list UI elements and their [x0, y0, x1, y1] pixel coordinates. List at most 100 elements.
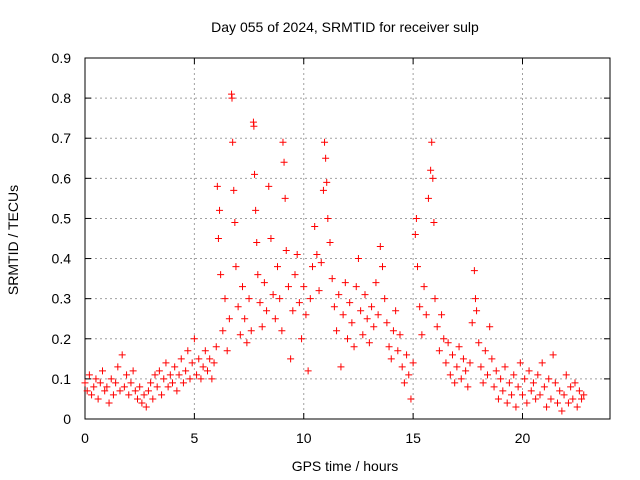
data-point — [523, 399, 531, 407]
data-point — [322, 154, 330, 162]
data-point — [350, 343, 358, 351]
data-point — [96, 379, 104, 387]
data-point — [481, 347, 489, 355]
data-point — [228, 94, 236, 102]
data-point — [195, 355, 203, 363]
data-point — [558, 407, 566, 415]
data-point — [470, 267, 478, 275]
data-point — [265, 182, 273, 190]
data-point — [484, 371, 491, 379]
y-axis: 0 0.1 0.2 0.3 0.4 0.5 0.6 0.7 0.8 0.9 — [52, 50, 610, 427]
data-point — [166, 371, 174, 379]
data-point — [330, 303, 338, 311]
y-tick-label: 0.7 — [52, 130, 72, 146]
y-tick-label: 0.3 — [52, 291, 72, 307]
data-point — [420, 283, 428, 291]
data-point — [368, 303, 376, 311]
data-point — [213, 182, 221, 190]
data-point — [239, 283, 246, 291]
chart-title: Day 055 of 2024, SRMTID for receiver sul… — [211, 19, 479, 35]
data-point — [471, 295, 479, 303]
y-tick-label: 0.8 — [52, 90, 72, 106]
data-point — [427, 166, 435, 174]
data-point — [370, 323, 378, 331]
data-point — [131, 387, 139, 395]
data-point — [510, 371, 518, 379]
data-point — [525, 367, 533, 375]
data-point — [179, 379, 187, 387]
data-point — [243, 339, 251, 347]
data-point — [508, 391, 516, 399]
data-point — [321, 138, 329, 146]
data-point — [580, 391, 588, 399]
y-tick-label: 0.6 — [52, 170, 72, 186]
data-point — [83, 387, 91, 395]
data-point — [540, 383, 548, 391]
data-point — [158, 391, 166, 399]
data-point — [197, 375, 205, 383]
data-point — [564, 399, 572, 407]
data-point — [280, 158, 288, 166]
data-point — [287, 355, 295, 363]
data-point — [234, 303, 242, 311]
data-point — [446, 371, 454, 379]
grid — [85, 58, 610, 419]
data-point — [440, 335, 448, 343]
data-point — [94, 395, 102, 403]
data-point — [560, 391, 568, 399]
data-point — [429, 174, 437, 182]
data-point — [571, 379, 579, 387]
data-point — [291, 271, 299, 279]
data-point — [289, 307, 297, 315]
data-point — [424, 194, 432, 202]
data-point — [107, 375, 115, 383]
x-axis: 0 5 10 15 20 — [81, 58, 530, 446]
data-point — [116, 387, 124, 395]
data-point — [532, 395, 540, 403]
data-point — [103, 383, 111, 391]
x-tick-label: 5 — [190, 430, 198, 446]
data-point — [431, 295, 439, 303]
data-point — [372, 279, 380, 287]
data-point — [247, 327, 255, 335]
data-point — [140, 391, 148, 399]
data-point — [379, 263, 386, 271]
data-point — [428, 138, 436, 146]
data-point — [263, 307, 271, 315]
data-point — [252, 206, 260, 214]
data-point — [256, 299, 264, 307]
y-axis-label: SRMTID / TECUs — [5, 185, 21, 295]
data-point — [499, 387, 507, 395]
data-point — [175, 371, 183, 379]
data-point — [232, 263, 240, 271]
data-point — [479, 379, 487, 387]
data-point — [142, 403, 150, 411]
data-point — [449, 351, 456, 359]
data-point — [109, 391, 117, 399]
x-tick-label: 20 — [515, 430, 531, 446]
data-point — [414, 263, 421, 271]
data-point — [503, 399, 511, 407]
data-point — [245, 295, 253, 303]
data-point — [81, 379, 89, 387]
data-point — [534, 371, 542, 379]
data-point — [269, 291, 277, 299]
data-point — [134, 395, 141, 403]
data-point — [519, 391, 526, 399]
plot-frame — [84, 57, 611, 420]
data-point — [182, 367, 190, 375]
data-point — [505, 379, 513, 387]
data-point — [335, 291, 343, 299]
data-point — [206, 355, 214, 363]
data-point — [118, 351, 126, 359]
data-point — [387, 355, 395, 363]
data-point — [339, 311, 347, 319]
data-point — [177, 355, 185, 363]
data-point — [225, 315, 233, 323]
data-point — [477, 363, 485, 371]
data-point — [453, 363, 461, 371]
data-point — [223, 347, 231, 355]
data-point — [324, 214, 332, 222]
data-point — [193, 371, 201, 379]
